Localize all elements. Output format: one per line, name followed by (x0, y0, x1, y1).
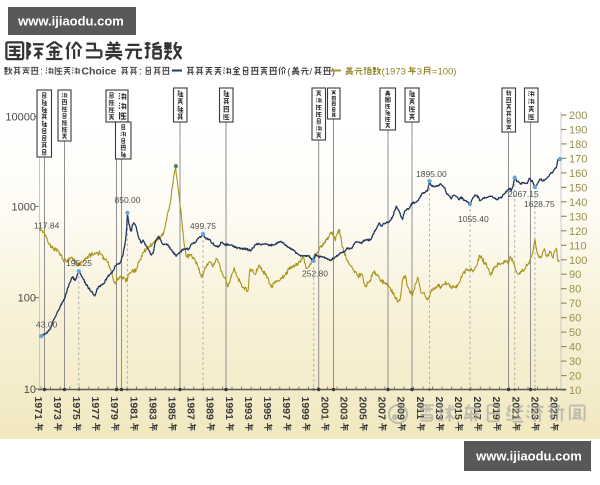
svg-text:160: 160 (569, 168, 587, 180)
svg-text:1993: 1993 (242, 397, 254, 421)
svg-text:850.00: 850.00 (115, 195, 141, 205)
svg-text:120: 120 (569, 226, 587, 238)
svg-text:130: 130 (569, 211, 587, 223)
svg-text:www.ijiaodu.com: www.ijiaodu.com (17, 14, 124, 29)
svg-text:1997: 1997 (280, 397, 292, 421)
svg-text:499.75: 499.75 (190, 221, 216, 231)
svg-text:200: 200 (569, 110, 587, 122)
svg-text::: : (40, 67, 43, 78)
svg-text:2019: 2019 (490, 397, 502, 421)
svg-text:80: 80 (569, 284, 581, 296)
svg-text:50: 50 (569, 327, 581, 339)
svg-text:2011: 2011 (414, 397, 426, 420)
svg-text:1971: 1971 (32, 397, 44, 421)
svg-text:140: 140 (569, 197, 587, 209)
svg-text:2023: 2023 (528, 397, 540, 421)
svg-text:(: ( (287, 67, 291, 78)
svg-text:1989: 1989 (204, 397, 216, 421)
svg-text:1979: 1979 (108, 397, 120, 421)
svg-text:1999: 1999 (299, 397, 311, 421)
svg-text:1628.75: 1628.75 (524, 199, 555, 209)
svg-text:2001: 2001 (318, 397, 330, 421)
svg-text:150: 150 (569, 182, 587, 194)
svg-text:70: 70 (569, 298, 581, 310)
svg-text:2003: 2003 (337, 397, 349, 421)
svg-text:2005: 2005 (357, 397, 369, 421)
svg-text:Choice: Choice (81, 66, 116, 78)
svg-text:90: 90 (569, 269, 581, 281)
svg-text:1985: 1985 (166, 397, 178, 421)
svg-text:10: 10 (569, 385, 581, 397)
svg-text:10000: 10000 (5, 112, 36, 124)
svg-text:1981: 1981 (127, 397, 139, 421)
svg-text:40: 40 (569, 342, 581, 354)
svg-text:1975: 1975 (70, 397, 82, 421)
svg-text:1895.00: 1895.00 (416, 169, 447, 179)
svg-text:3: 3 (417, 67, 422, 78)
svg-text:2007: 2007 (376, 397, 388, 421)
svg-text:): ) (332, 67, 335, 78)
svg-text:1973: 1973 (51, 397, 63, 421)
svg-text:190: 190 (569, 125, 587, 137)
svg-text:2013: 2013 (433, 397, 445, 421)
svg-text:100: 100 (18, 293, 36, 305)
svg-text:2015: 2015 (452, 397, 464, 421)
svg-text:/: / (310, 67, 313, 78)
svg-text:2009: 2009 (395, 397, 407, 421)
svg-text:www.ijiaodu.com: www.ijiaodu.com (475, 449, 582, 464)
svg-text:252.80: 252.80 (302, 269, 328, 279)
svg-text:1055.40: 1055.40 (458, 214, 489, 224)
svg-text:43.00: 43.00 (36, 320, 58, 330)
svg-text:10: 10 (24, 384, 36, 396)
svg-text:117.84: 117.84 (34, 221, 60, 231)
svg-text:180: 180 (569, 139, 587, 151)
svg-text:195.25: 195.25 (66, 258, 92, 268)
svg-text:60: 60 (569, 313, 581, 325)
svg-text:=100): =100) (432, 67, 457, 78)
svg-text:2067.15: 2067.15 (508, 189, 539, 199)
svg-text::: : (139, 67, 142, 78)
svg-text:1983: 1983 (146, 397, 158, 421)
svg-text:1995: 1995 (261, 397, 273, 421)
svg-text:(1973: (1973 (382, 67, 406, 78)
svg-text:100: 100 (569, 255, 587, 267)
svg-text:170: 170 (569, 153, 587, 165)
svg-text:30: 30 (569, 356, 581, 368)
svg-text:20: 20 (569, 371, 581, 383)
svg-text:1987: 1987 (185, 397, 197, 421)
svg-text:110: 110 (569, 240, 587, 252)
svg-text:1977: 1977 (89, 397, 101, 421)
svg-text:1991: 1991 (223, 397, 235, 421)
svg-text:1000: 1000 (12, 201, 36, 213)
svg-text::: : (456, 410, 460, 427)
